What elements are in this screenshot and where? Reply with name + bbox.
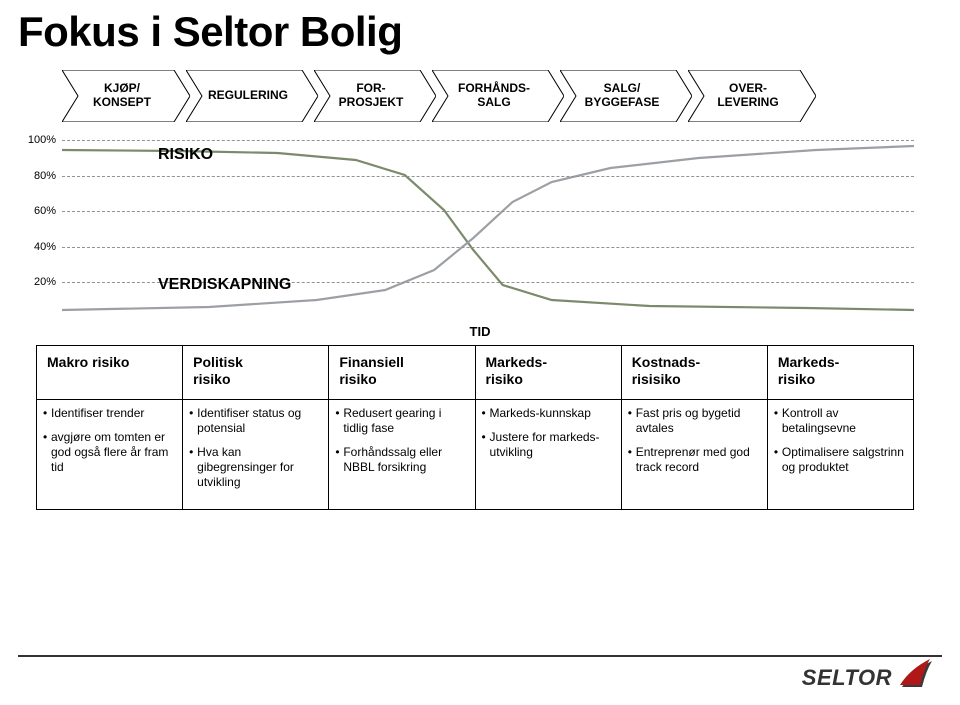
risk-value-chart: 100%80%60%40%20%RISIKOVERDISKAPNING bbox=[62, 140, 914, 318]
table-col-head: Markeds- risiko bbox=[768, 346, 913, 400]
ytick-label: 20% bbox=[22, 276, 56, 288]
table-col-body: •Identifiser status og potensial •Hva kan… bbox=[183, 400, 328, 509]
table-col-2: Finansiell risiko•Redusert gearing i tid… bbox=[329, 346, 475, 509]
chart-caption: RISIKO bbox=[158, 146, 213, 164]
chevron-label: REGULERING bbox=[186, 70, 300, 122]
table-col-body: •Identifiser trender •avgjøre om tomten e… bbox=[37, 400, 182, 509]
bullet: •Kontroll av betalingsevne bbox=[774, 406, 907, 436]
table-col-head: Politisk risiko bbox=[183, 346, 328, 400]
table-col-body: •Redusert gearing i tidlig fase •Forhånds… bbox=[329, 400, 474, 509]
grid-line bbox=[62, 140, 914, 141]
table-col-head: Kostnads- risisiko bbox=[622, 346, 767, 400]
chevron-label: FORHÅNDS- SALG bbox=[432, 70, 546, 122]
logo-swoosh-icon bbox=[898, 657, 938, 691]
bullet: •Identifiser trender bbox=[43, 406, 176, 421]
table-col-body: •Fast pris og bygetid avtales •Entreprenø… bbox=[622, 400, 767, 509]
seltor-logo: SELTOR bbox=[802, 657, 938, 691]
table-col-0: Makro risiko •Identifiser trender •avgjøre… bbox=[37, 346, 183, 509]
chevron-label: OVER- LEVERING bbox=[688, 70, 798, 122]
bullet: •avgjøre om tomten er god også flere år … bbox=[43, 430, 176, 475]
grid-line bbox=[62, 247, 914, 248]
bullet: •Forhåndssalg eller NBBL forsikring bbox=[335, 445, 468, 475]
bullet: •Identifiser status og potensial bbox=[189, 406, 322, 436]
bullet: •Entreprenør med god track record bbox=[628, 445, 761, 475]
chevron-label: KJØP/ KONSEPT bbox=[62, 70, 172, 122]
grid-line bbox=[62, 211, 914, 212]
table-col-head: Finansiell risiko bbox=[329, 346, 474, 400]
table-col-head: Markeds- risiko bbox=[476, 346, 621, 400]
bullet: •Fast pris og bygetid avtales bbox=[628, 406, 761, 436]
bullet: •Optimalisere salgstrinn og produktet bbox=[774, 445, 907, 475]
tid-label: TID bbox=[18, 324, 942, 339]
process-chevron-row: KJØP/ KONSEPT REGULERING FOR- PROSJEKT FORH… bbox=[62, 70, 942, 122]
table-col-3: Markeds- risiko •Markeds-kunnskap •Justere… bbox=[476, 346, 622, 509]
table-col-1: Politisk risiko•Identifiser status og po… bbox=[183, 346, 329, 509]
bullet: •Hva kan gibegrensinger for utvikling bbox=[189, 445, 322, 490]
chevron-3: FORHÅNDS- SALG bbox=[432, 70, 564, 122]
chevron-label: SALG/ BYGGEFASE bbox=[560, 70, 674, 122]
table-col-head: Makro risiko bbox=[37, 346, 182, 400]
bullet: •Justere for markeds-utvikling bbox=[482, 430, 615, 460]
chart-caption: VERDISKAPNING bbox=[158, 276, 291, 294]
ytick-label: 100% bbox=[22, 134, 56, 146]
bullet: •Redusert gearing i tidlig fase bbox=[335, 406, 468, 436]
chevron-1: REGULERING bbox=[186, 70, 318, 122]
bullet: •Markeds-kunnskap bbox=[482, 406, 615, 421]
table-col-body: •Markeds-kunnskap •Justere for markeds-ut… bbox=[476, 400, 621, 509]
ytick-label: 80% bbox=[22, 170, 56, 182]
chevron-label: FOR- PROSJEKT bbox=[314, 70, 418, 122]
table-col-5: Markeds- risiko•Kontroll av betalingsevn… bbox=[768, 346, 914, 509]
chevron-5: OVER- LEVERING bbox=[688, 70, 816, 122]
chevron-2: FOR- PROSJEKT bbox=[314, 70, 436, 122]
chevron-4: SALG/ BYGGEFASE bbox=[560, 70, 692, 122]
risk-table: Makro risiko •Identifiser trender •avgjøre… bbox=[36, 345, 914, 510]
table-col-4: Kostnads- risisiko•Fast pris og bygetid … bbox=[622, 346, 768, 509]
chevron-0: KJØP/ KONSEPT bbox=[62, 70, 190, 122]
ytick-label: 60% bbox=[22, 205, 56, 217]
ytick-label: 40% bbox=[22, 241, 56, 253]
page-title: Fokus i Seltor Bolig bbox=[18, 8, 942, 56]
grid-line bbox=[62, 176, 914, 177]
table-col-body: •Kontroll av betalingsevne •Optimalisere … bbox=[768, 400, 913, 509]
logo-text: SELTOR bbox=[802, 665, 892, 691]
